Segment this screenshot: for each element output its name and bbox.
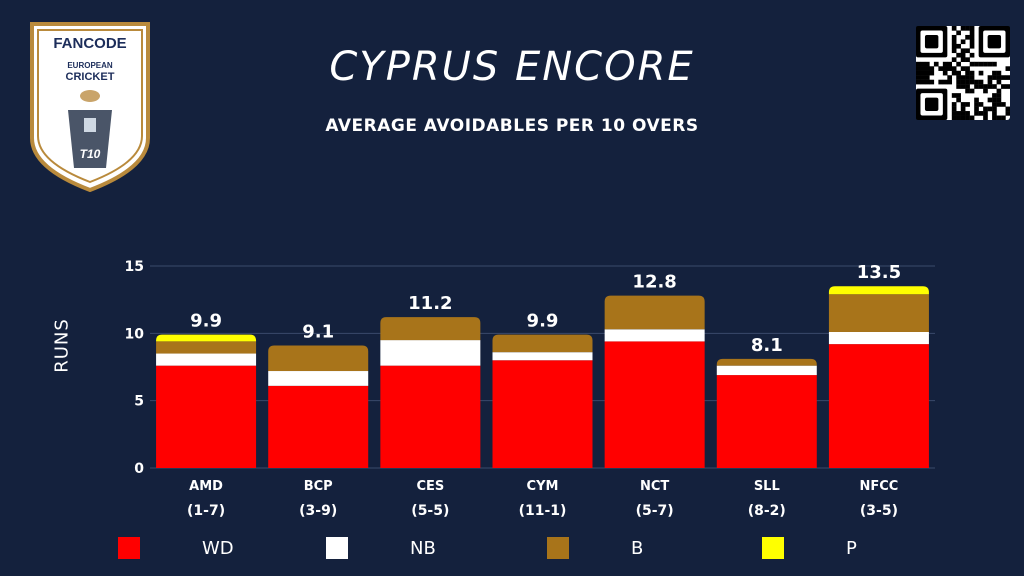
x-tick-label: NFCC <box>860 479 899 494</box>
x-tick-record: (1-7) <box>187 503 225 519</box>
x-tick-record: (3-9) <box>299 503 337 519</box>
x-tick-label: NCT <box>640 479 669 494</box>
x-tick-record: (3-5) <box>860 503 898 519</box>
bar-total-label: 9.9 <box>190 311 222 332</box>
logo-format: T10 <box>80 147 101 161</box>
bar-segment-b <box>268 345 369 372</box>
legend-label: B <box>631 537 644 559</box>
bar-segment-nb <box>604 329 705 342</box>
bar-segment-b <box>716 358 817 366</box>
bar-segment-wd <box>268 385 369 468</box>
legend-item-nb: NB <box>326 536 436 560</box>
bar-segment-wd <box>716 375 817 468</box>
logo-line1: EUROPEAN <box>67 61 113 70</box>
bar-segment-wd <box>380 365 481 468</box>
y-tick-label: 10 <box>125 326 145 342</box>
legend-swatch <box>762 537 784 559</box>
legend-swatch <box>118 537 140 559</box>
bar-segment-p <box>828 286 929 295</box>
bar-segment-nb <box>268 371 369 386</box>
bar-segment-nb <box>492 352 593 361</box>
bar-segment-b <box>380 317 481 341</box>
chart-subtitle: AVERAGE AVOIDABLES PER 10 OVERS <box>325 116 699 136</box>
bar-total-label: 9.9 <box>527 311 559 332</box>
x-tick-label: AMD <box>189 479 223 494</box>
bar-segment-nb <box>156 353 257 366</box>
bar-segment-b <box>828 294 929 332</box>
bar-total-label: 12.8 <box>632 272 676 293</box>
bar-total-label: 13.5 <box>857 262 901 283</box>
bar-segment-b <box>604 295 705 330</box>
fancode-european-cricket-t10-logo: FANCODE EUROPEAN CRICKET T10 <box>30 22 150 192</box>
x-tick-record: (5-5) <box>411 503 449 519</box>
legend-item-p: P <box>762 536 857 560</box>
legend-swatch <box>326 537 348 559</box>
bar-segment-nb <box>716 365 817 376</box>
qr-code-icon[interactable] <box>916 26 1010 120</box>
bar-segment-b <box>156 341 257 354</box>
x-tick-label: BCP <box>304 479 333 494</box>
bar-total-label: 11.2 <box>408 293 452 314</box>
legend-label: NB <box>410 537 436 559</box>
y-tick-label: 5 <box>134 394 144 410</box>
x-tick-record: (11-1) <box>519 503 567 519</box>
x-tick-label: CYM <box>527 479 559 494</box>
legend-item-b: B <box>547 536 643 560</box>
bar-segment-b <box>492 334 593 353</box>
bar-segment-nb <box>828 331 929 345</box>
bar-segment-wd <box>828 344 929 468</box>
x-tick-record: (5-7) <box>636 503 674 519</box>
bar-total-label: 9.1 <box>302 321 334 342</box>
bar-total-label: 8.1 <box>751 335 783 356</box>
bar-segment-wd <box>604 341 705 468</box>
y-tick-label: 0 <box>134 461 144 477</box>
legend-label: P <box>846 537 857 559</box>
x-tick-label: CES <box>416 479 444 494</box>
logo-brand: FANCODE <box>53 35 126 52</box>
y-tick-label: 15 <box>125 259 144 275</box>
legend-item-wd: WD <box>118 536 234 560</box>
chart-title: CYPRUS ENCORE <box>329 44 695 90</box>
legend-label: WD <box>202 537 234 559</box>
legend-swatch <box>547 537 569 559</box>
logo-line2: CRICKET <box>66 71 115 83</box>
x-tick-label: SLL <box>754 479 780 494</box>
bar-segment-nb <box>380 340 481 366</box>
bar-segment-wd <box>156 365 257 468</box>
x-tick-record: (8-2) <box>748 503 786 519</box>
bar-segment-wd <box>492 360 593 468</box>
bar-segment-p <box>156 334 257 342</box>
